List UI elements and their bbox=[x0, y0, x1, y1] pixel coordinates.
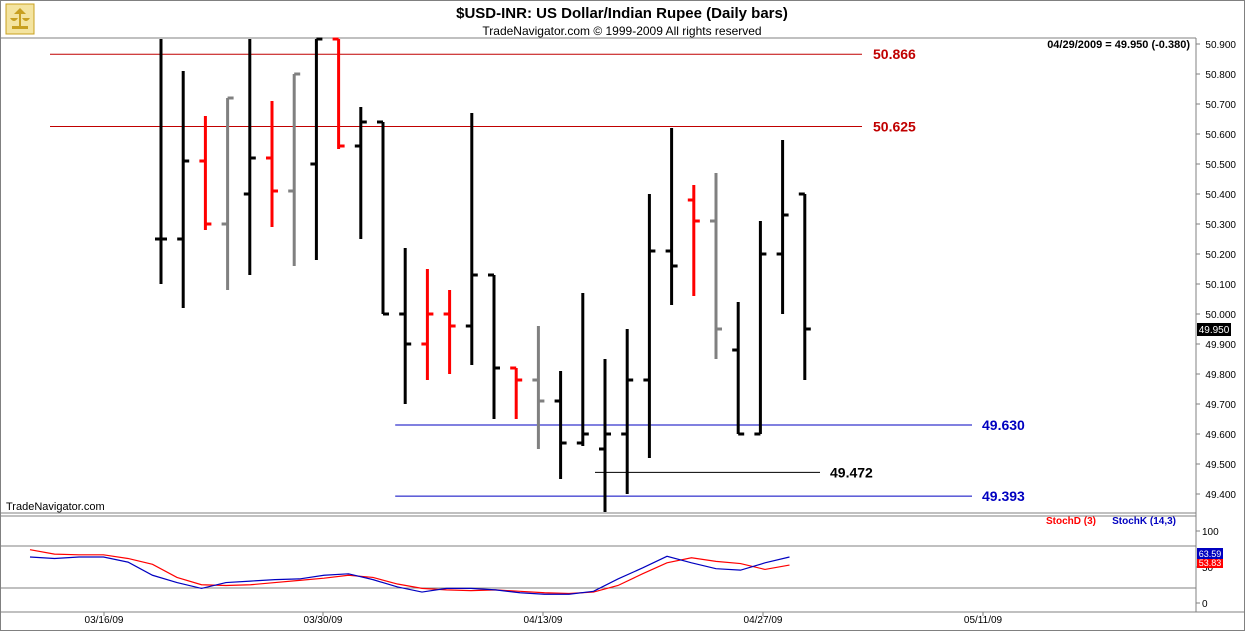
ohlc-bar bbox=[443, 290, 456, 374]
date-tick-label: 03/30/09 bbox=[304, 615, 343, 626]
ohlc-bar bbox=[310, 37, 323, 260]
date-tick-label: 04/27/09 bbox=[744, 615, 783, 626]
date-tick-label: 04/13/09 bbox=[524, 615, 563, 626]
price-tick-label: 49.700 bbox=[1205, 400, 1236, 411]
ohlc-bar bbox=[465, 113, 478, 365]
price-tick-label: 49.600 bbox=[1205, 430, 1236, 441]
price-tick-label: 50.200 bbox=[1205, 250, 1236, 261]
price-tick-label: 50.500 bbox=[1205, 160, 1236, 171]
last-price-label: 49.950 bbox=[1199, 325, 1230, 336]
ohlc-bar bbox=[621, 329, 634, 494]
stoch-end-label: 53.83 bbox=[1199, 558, 1222, 568]
stoch-tick-label: 50 bbox=[1202, 563, 1214, 574]
ohlc-bar bbox=[221, 96, 234, 290]
level-label: 49.393 bbox=[982, 488, 1025, 504]
stoch-series-line bbox=[29, 549, 790, 595]
price-tick-label: 50.300 bbox=[1205, 220, 1236, 231]
stoch-end-label: 63.59 bbox=[1199, 549, 1222, 559]
level-label: 50.625 bbox=[873, 119, 916, 135]
level-label: 49.630 bbox=[982, 417, 1025, 433]
price-axis: 50.900 50.800 50.700 50.600 50.500 50.400 50.3… bbox=[1196, 40, 1236, 501]
ohlc-bar bbox=[266, 101, 278, 227]
ohlc-bar bbox=[199, 116, 212, 230]
stoch-tick-label: 0 bbox=[1202, 599, 1208, 610]
stochastic-legend: StochD (3) StochK (14,3) bbox=[1046, 516, 1176, 527]
date-tick-label: 05/11/09 bbox=[964, 615, 1003, 626]
logo-icon bbox=[5, 3, 35, 35]
date-tick-label: 03/16/09 bbox=[85, 615, 124, 626]
ohlc-bar bbox=[377, 120, 389, 316]
chart-subtitle: TradeNavigator.com © 1999-2009 All right… bbox=[482, 24, 761, 38]
level-label: 50.866 bbox=[873, 46, 916, 62]
ohlc-bar bbox=[754, 221, 767, 436]
price-tick-label: 49.800 bbox=[1205, 370, 1236, 381]
stoch-end-marker bbox=[1197, 548, 1223, 559]
ohlc-bar bbox=[421, 269, 434, 380]
price-tick-label: 50.900 bbox=[1205, 40, 1236, 51]
stoch-k-legend: StochK (14,3) bbox=[1112, 516, 1176, 527]
ohlc-bar bbox=[177, 71, 190, 308]
ohlc-bar bbox=[687, 185, 700, 296]
price-tick-label: 50.600 bbox=[1205, 130, 1236, 141]
ohlc-bar bbox=[399, 248, 412, 404]
level-label: 49.472 bbox=[830, 464, 873, 480]
ohlc-bar bbox=[554, 371, 567, 479]
stoch-series-line bbox=[29, 555, 790, 595]
watermark: TradeNavigator.com bbox=[6, 501, 105, 513]
price-tick-label: 50.800 bbox=[1205, 70, 1236, 81]
ohlc-bar bbox=[665, 128, 678, 305]
ohlc-bar bbox=[798, 192, 811, 380]
stochastic-lines bbox=[29, 549, 790, 595]
price-tick-label: 49.400 bbox=[1205, 490, 1236, 501]
ohlc-bar bbox=[710, 173, 722, 359]
price-tick-label: 49.500 bbox=[1205, 460, 1236, 471]
price-tick-label: 50.000 bbox=[1205, 310, 1236, 321]
ohlc-bar bbox=[532, 326, 545, 449]
ohlc-bar bbox=[243, 39, 256, 275]
last-price-marker: 49.950 bbox=[1197, 323, 1231, 336]
ohlc-bar bbox=[155, 39, 167, 284]
ohlc-bar bbox=[332, 37, 345, 149]
price-tick-label: 50.400 bbox=[1205, 190, 1236, 201]
ohlc-bars bbox=[155, 37, 811, 512]
ohlc-bar bbox=[354, 107, 367, 239]
ohlc-bar bbox=[732, 302, 745, 436]
ohlc-bar bbox=[776, 140, 789, 314]
stoch-tick-label: 100 bbox=[1202, 527, 1219, 538]
ohlc-bar bbox=[599, 359, 611, 512]
chart-title: $USD-INR: US Dollar/Indian Rupee (Daily … bbox=[456, 5, 788, 22]
price-tick-label: 50.100 bbox=[1205, 280, 1236, 291]
ohlc-bar bbox=[488, 273, 500, 419]
price-tick-label: 50.700 bbox=[1205, 100, 1236, 111]
stoch-end-marker bbox=[1197, 557, 1223, 568]
stoch-d-legend: StochD (3) bbox=[1046, 516, 1096, 527]
ohlc-bar bbox=[643, 194, 656, 458]
price-readout: 04/29/2009 = 49.950 (-0.380) bbox=[1047, 39, 1190, 51]
date-axis: 03/16/09 03/30/09 04/13/09 04/27/09 05/11/09 bbox=[85, 612, 1003, 626]
ohlc-bar bbox=[510, 366, 523, 419]
price-tick-label: 49.900 bbox=[1205, 340, 1236, 351]
ohlc-bar bbox=[576, 293, 589, 446]
ohlc-bar bbox=[288, 72, 301, 266]
levels-layer: 50.866 50.625 49.630 49.472 49.393 bbox=[50, 46, 1025, 504]
